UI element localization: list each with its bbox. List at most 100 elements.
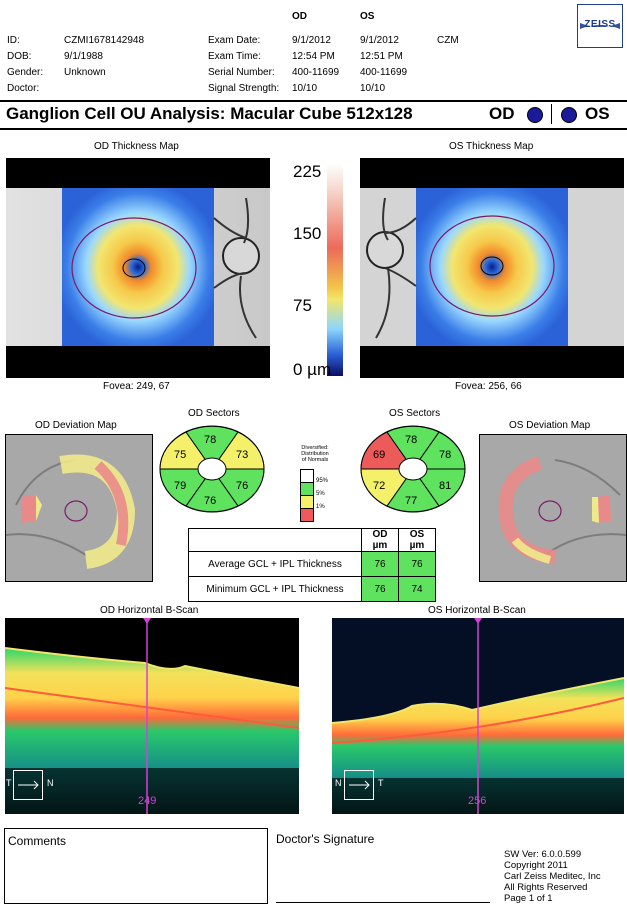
comments-box[interactable]: Comments [4,828,268,904]
os-thickness-title: OS Thickness Map [449,141,534,152]
od-eye-dot-icon [527,107,543,123]
od-orientation-box [13,770,43,800]
copyright: Copyright 2011 [504,860,568,871]
software-info: SW Ver: 6.0.0.599 Copyright 2011 Carl Ze… [504,849,601,904]
signature-label: Doctor's Signature [276,832,375,846]
os-deviation-title: OS Deviation Map [509,420,591,431]
od-sectors-title: OD Sectors [188,408,240,419]
os-orientation-box [344,770,374,800]
operator: CZM [437,35,459,46]
os-sector-superior: 78 [405,434,418,446]
exam-time-os: 12:51 PM [360,51,403,62]
od-sectors-chart: 78 73 76 76 79 75 [158,424,266,514]
os-bscan-title: OS Horizontal B-Scan [428,605,526,616]
table-row-minimum-os: 74 [398,576,436,602]
serial-od: 400-11699 [292,67,340,78]
od-deviation-map [5,434,153,582]
od-thickness-title: OD Thickness Map [94,141,179,152]
serial-os: 400-11699 [360,67,408,78]
title-rule-bottom [0,128,627,130]
sw-version: SW Ver: 6.0.0.599 [504,849,582,860]
od-orient-left: T [6,778,12,788]
legend-title-3: of Normals [301,457,329,463]
dob-label: DOB: [7,51,32,62]
header-os-label: OS [360,11,375,22]
od-sector-inferotemporal: 79 [174,480,187,492]
title-od: OD [489,104,515,123]
gcl-ipl-table: OD µm OS µm Average GCL + IPL Thickness … [188,528,436,602]
scale-label-150: 150 [293,224,322,243]
legend-swatch-white [300,469,314,483]
rights: All Rights Reserved [504,882,588,893]
os-sector-superotemporal: 69 [373,449,386,461]
signature-line[interactable] [276,902,490,903]
legend-title-1: Diversified: [301,445,329,451]
table-row-minimum-od: 76 [361,576,399,602]
signal-os: 10/10 [360,83,386,94]
od-sector-superotemporal: 75 [174,449,187,461]
od-fovea: Fovea: 249, 67 [103,381,170,392]
serial-label: Serial Number: [208,67,275,78]
od-deviation-title: OD Deviation Map [35,420,117,431]
company: Carl Zeiss Meditec, Inc [504,871,601,882]
od-marker-label: 249 [138,795,157,807]
zeiss-logo: ZEISS [577,4,623,48]
dob-value: 9/1/1988 [64,51,103,62]
os-eye-dot-icon [561,107,577,123]
os-sector-inferior: 77 [405,495,418,507]
exam-time-od: 12:54 PM [292,51,335,62]
od-bscan-title: OD Horizontal B-Scan [100,605,199,616]
title-rule-top [0,100,627,102]
legend-swatch-green [300,482,314,496]
comments-label: Comments [8,834,67,848]
table-row-average-label: Average GCL + IPL Thickness [188,551,362,577]
os-fovea: Fovea: 256, 66 [455,381,522,392]
os-marker-label: 256 [468,795,487,807]
legend-swatch-yellow [300,495,314,509]
os-sectors-title: OS Sectors [389,408,441,419]
os-deviation-map [479,434,627,582]
od-sector-inferior: 76 [204,495,217,507]
od-sector-inferonasal: 76 [236,480,249,492]
legend-95: 95% [316,478,329,484]
page-number: Page 1 of 1 [504,893,553,904]
od-bscan-image: T N 249 [5,618,299,814]
od-orient-right: N [47,778,54,788]
exam-time-label: Exam Time: [208,51,261,62]
os-orient-right: T [378,778,384,788]
od-sector-superior: 78 [204,434,217,446]
gender-value: Unknown [64,67,106,78]
table-row-average-od: 76 [361,551,399,577]
normals-legend: Diversified: Distribution of Normals [298,445,332,463]
table-row-average-os: 76 [398,551,436,577]
od-sector-superonasal: 73 [236,449,249,461]
scale-label-225: 225 [293,162,322,181]
exam-date-os: 9/1/2012 [360,35,399,46]
header-od-label: OD [292,11,307,22]
table-row-minimum-label: Minimum GCL + IPL Thickness [188,576,362,602]
id-label: ID: [7,35,20,46]
signal-label: Signal Strength: [208,83,280,94]
os-thickness-map [360,158,624,378]
legend-swatch-red [300,508,314,522]
signal-od: 10/10 [292,83,318,94]
od-thickness-map [6,158,270,378]
title-os: OS [585,104,610,123]
doctor-label: Doctor: [7,83,40,94]
os-sectors-chart: 78 78 81 77 72 69 [359,424,467,514]
exam-date-label: Exam Date: [208,35,261,46]
legend-5: 5% [316,491,325,497]
logo-text: ZEISS [584,19,616,30]
id-value: CZMI1678142948 [64,35,145,46]
legend-1: 1% [316,504,325,510]
title-divider [551,104,552,124]
table-header-od: OD µm [361,528,399,552]
os-bscan-image: N T 256 [332,618,624,814]
thickness-color-scale [327,163,343,376]
legend-title-2: Distribution [301,451,329,457]
gender-label: Gender: [7,67,44,78]
table-corner [188,528,362,552]
os-sector-inferonasal: 81 [439,480,452,492]
table-header-os: OS µm [398,528,436,552]
scale-label-0: 0 µm [293,360,332,379]
